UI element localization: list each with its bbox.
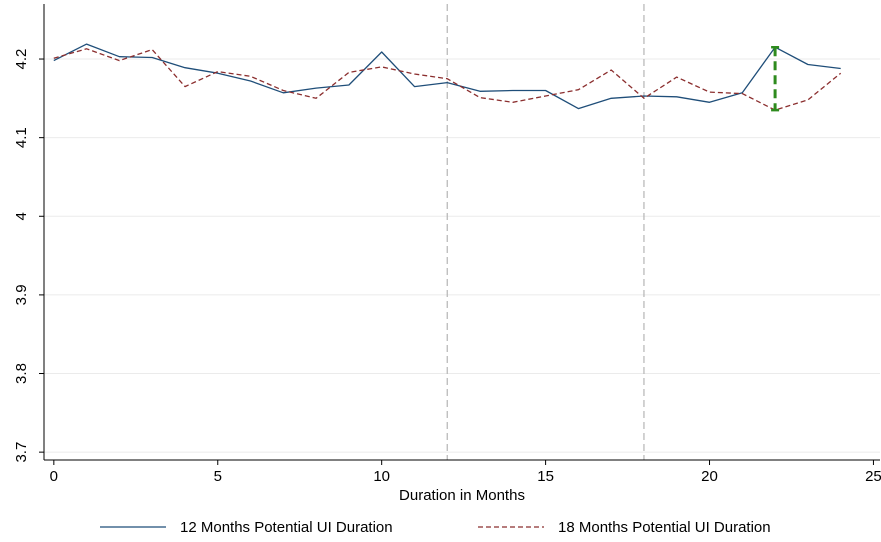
series-line-1 [53,43,841,110]
gridlines [44,58,880,453]
x-tick-label: 25 [865,468,881,485]
x-axis-title: Duration in Months [399,487,525,504]
axes: 3.7 3.8 3.9 4 4.1 4.2 0 5 10 15 20 25 [13,4,881,485]
x-tick-label: 10 [373,468,390,485]
reference-lines [446,4,645,460]
series-lines [53,43,842,111]
x-tick-label: 0 [50,468,58,485]
legend: 12 Months Potential UI Duration 18 Months… [100,519,771,536]
y-tick-label: 4.1 [13,127,30,148]
y-tick-label: 4 [13,212,30,220]
series-line-2 [53,48,842,111]
y-tick-label: 3.7 [13,442,30,463]
y-tick-label: 3.8 [13,363,30,384]
x-tick-label: 15 [537,468,554,485]
legend-label-1: 12 Months Potential UI Duration [180,519,393,536]
legend-label-2: 18 Months Potential UI Duration [558,519,771,536]
annotation [771,45,780,112]
x-tick-label: 5 [214,468,222,485]
x-tick-label: 20 [701,468,718,485]
y-tick-label: 4.2 [13,49,30,70]
y-tick-label: 3.9 [13,284,30,305]
